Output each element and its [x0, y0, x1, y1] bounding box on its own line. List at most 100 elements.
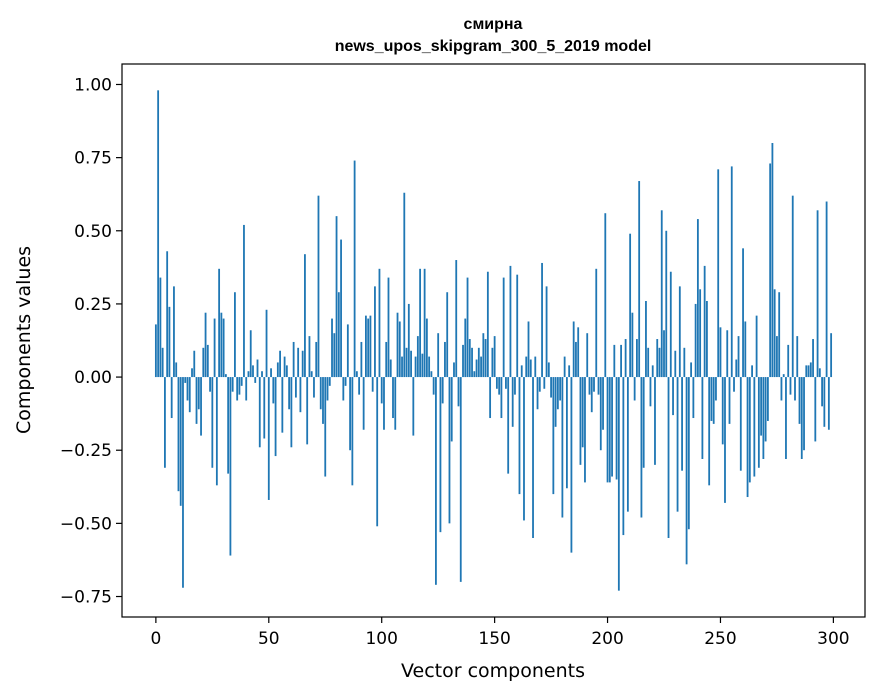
- bar: [706, 301, 708, 378]
- bar: [760, 377, 763, 436]
- bar: [360, 341, 363, 378]
- x-axis-ticks: 0 50 100 150 200 250 300: [150, 617, 850, 649]
- bar: [306, 377, 309, 445]
- bar: [502, 277, 505, 378]
- bar: [809, 362, 812, 378]
- bar: [378, 268, 381, 378]
- bar: [263, 377, 266, 439]
- bar: [206, 344, 209, 378]
- bar: [798, 377, 801, 424]
- bar: [611, 377, 613, 477]
- bar: [733, 377, 735, 392]
- bar: [220, 312, 223, 378]
- bar: [651, 365, 654, 378]
- bar: [276, 362, 279, 378]
- chart-subtitle: news_upos_skipgram_300_5_2019 model: [335, 38, 652, 55]
- bar: [482, 333, 485, 378]
- bar: [349, 377, 351, 451]
- x-tick-label: 200: [591, 629, 623, 649]
- bar: [346, 324, 349, 378]
- bar: [764, 377, 767, 442]
- bar: [520, 365, 523, 378]
- bar: [369, 315, 372, 378]
- bar: [550, 377, 552, 398]
- bar: [213, 318, 216, 378]
- bar: [161, 347, 164, 378]
- bar: [586, 333, 589, 378]
- bar: [498, 377, 501, 395]
- bar: [173, 286, 175, 378]
- bar: [407, 303, 410, 378]
- bar: [599, 377, 602, 451]
- bar: [444, 341, 446, 378]
- bar: [710, 377, 713, 421]
- x-tick-label: 0: [150, 629, 161, 649]
- bar: [247, 371, 250, 378]
- bar: [547, 362, 550, 378]
- bar: [290, 377, 293, 448]
- bar: [803, 377, 805, 451]
- bar: [301, 350, 304, 378]
- bar: [728, 377, 731, 424]
- bar: [615, 377, 618, 480]
- bar: [164, 377, 166, 468]
- bar: [238, 377, 241, 395]
- bar: [818, 368, 821, 378]
- bar: [730, 166, 733, 378]
- bar: [392, 377, 394, 419]
- bar: [304, 254, 306, 378]
- bar: [683, 347, 686, 378]
- bar: [737, 336, 740, 378]
- bar: [374, 286, 376, 378]
- bar: [543, 377, 546, 389]
- y-tick-label: 0.00: [74, 368, 112, 388]
- bar: [342, 377, 345, 401]
- bar: [814, 377, 817, 442]
- bar: [719, 327, 722, 378]
- bar: [270, 368, 272, 378]
- bar: [561, 377, 564, 518]
- bar: [717, 169, 720, 378]
- bar: [776, 336, 778, 378]
- bar: [687, 377, 690, 530]
- bar: [606, 377, 609, 483]
- bar: [665, 230, 668, 378]
- bar: [563, 356, 566, 378]
- bar: [570, 377, 573, 553]
- bar: [495, 377, 498, 389]
- bar: [674, 350, 677, 378]
- bar: [694, 303, 697, 378]
- x-tick-label: 300: [817, 629, 849, 649]
- bar: [231, 377, 234, 392]
- bar: [229, 377, 232, 556]
- bar: [649, 377, 652, 407]
- bar: [337, 292, 340, 378]
- bar: [789, 377, 792, 395]
- bar: [193, 350, 196, 378]
- bar: [782, 374, 785, 378]
- bar: [322, 377, 324, 424]
- bar: [441, 377, 444, 404]
- bar: [159, 277, 162, 378]
- bar: [419, 268, 422, 378]
- bar: [552, 377, 555, 495]
- bar: [466, 277, 469, 378]
- bar: [267, 377, 270, 500]
- bar: [297, 347, 300, 378]
- bar: [401, 356, 403, 378]
- bar: [353, 160, 356, 378]
- bar: [748, 377, 751, 483]
- bar: [762, 377, 765, 459]
- bar: [367, 318, 370, 378]
- bar: [572, 321, 575, 378]
- bar: [184, 377, 187, 383]
- x-tick-label: 250: [704, 629, 736, 649]
- bar: [660, 210, 663, 378]
- bar: [317, 195, 320, 378]
- bar: [218, 268, 221, 378]
- bar: [462, 344, 464, 378]
- bar: [620, 344, 622, 378]
- y-tick-label: 0.75: [74, 149, 112, 169]
- bar: [222, 318, 225, 378]
